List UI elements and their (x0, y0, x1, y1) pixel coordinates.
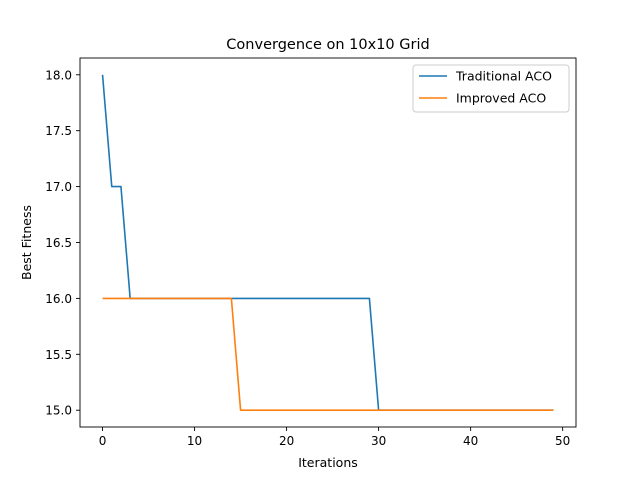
y-tick-label: 15.0 (45, 404, 72, 418)
legend-label-improved-aco: Improved ACO (456, 91, 546, 106)
x-tick-label: 0 (99, 434, 107, 448)
x-tick-label: 40 (463, 434, 478, 448)
y-tick-label: 17.5 (45, 124, 72, 138)
x-axis-label: Iterations (298, 455, 358, 470)
series-line-improved-aco (102, 297, 554, 412)
x-tick-label: 30 (371, 434, 386, 448)
x-tick-label: 20 (279, 434, 294, 448)
legend-label-traditional-aco: Traditional ACO (455, 69, 552, 84)
y-tick-label: 17.0 (45, 180, 72, 194)
y-axis-label: Best Fitness (19, 205, 34, 280)
plot-frame (79, 57, 577, 428)
legend-box (412, 64, 570, 113)
y-tick-label: 18.0 (45, 68, 72, 82)
legend: Traditional ACO Improved ACO (412, 64, 570, 113)
x-tick-label: 50 (555, 434, 570, 448)
y-tick-label: 16.0 (45, 292, 72, 306)
chart-title: Convergence on 10x10 Grid (226, 37, 429, 53)
y-tick-label: 15.5 (45, 348, 72, 362)
x-tick-label: 10 (187, 434, 202, 448)
y-tick-label: 16.5 (45, 236, 72, 250)
